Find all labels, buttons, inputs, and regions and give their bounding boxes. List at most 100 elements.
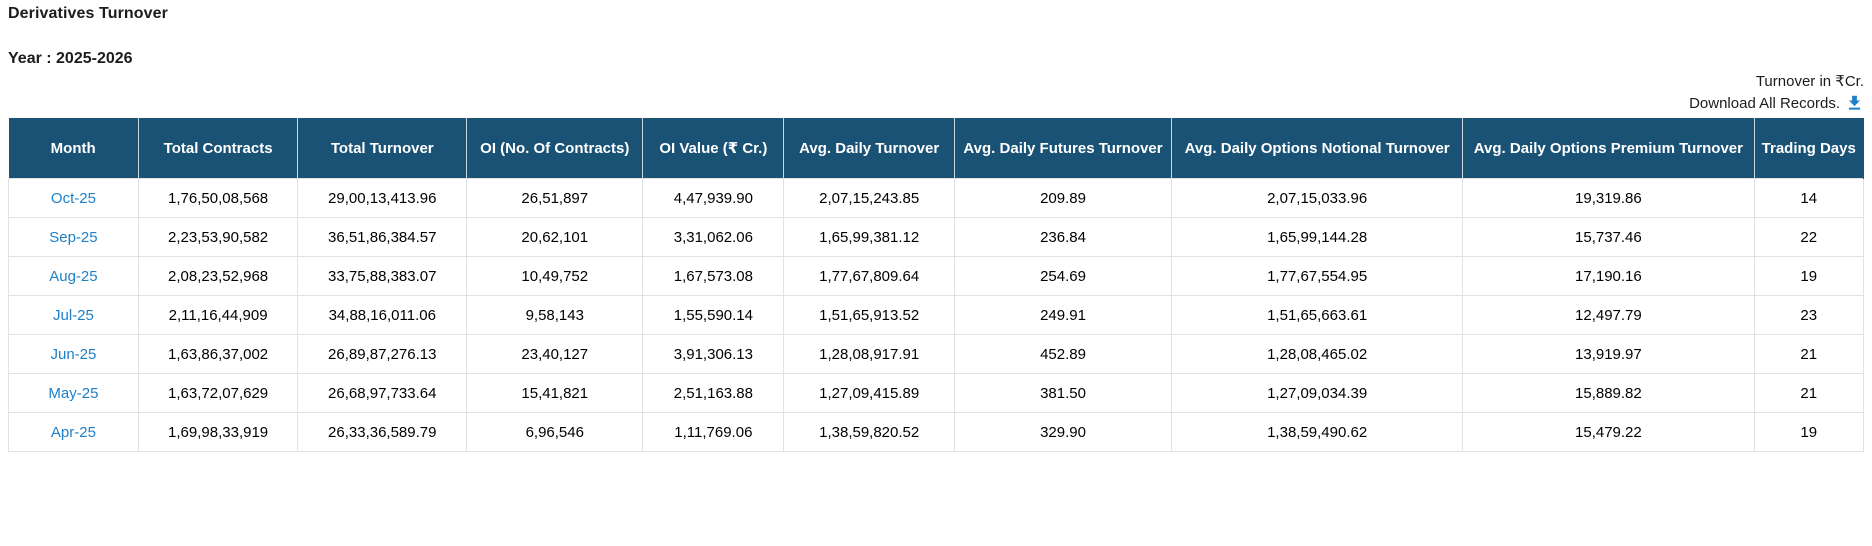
column-header-avg-daily-options-premium-turnover: Avg. Daily Options Premium Turnover [1462,118,1755,179]
table-row-jul-25: Jul-25 2,11,16,44,909 34,88,16,011.06 9,58,… [8,295,1864,335]
cell-total-turnover: 26,33,36,589.79 [297,412,468,452]
cell-total-contracts: 1,76,50,08,568 [137,178,299,218]
cell-total-turnover: 29,00,13,413.96 [297,178,468,218]
table-header: Month Total Contracts Total Turnover OI (No… [8,118,1864,179]
month-link[interactable]: Oct-25 [50,189,96,207]
cell-avg-daily-futures-turnover: 236.84 [953,217,1173,257]
cell-avg-daily-options-premium-turnover: 13,919.97 [1462,334,1755,374]
cell-total-contracts: 1,69,98,33,919 [137,412,299,452]
cell-avg-daily-turnover: 2,07,15,243.85 [783,178,955,218]
cell-avg-daily-turnover: 1,28,08,917.91 [783,334,955,374]
cell-avg-daily-options-notional-turnover: 1,38,59,490.62 [1171,412,1464,452]
cell-avg-daily-turnover: 1,65,99,381.12 [783,217,955,257]
month-link[interactable]: Jul-25 [52,306,94,324]
cell-oi-no-of-contracts: 6,96,546 [466,412,644,452]
cell-total-turnover: 34,88,16,011.06 [297,295,468,335]
right-notes: Turnover in ₹Cr. Download All Records. [8,71,1864,115]
cell-total-turnover: 33,75,88,383.07 [297,256,468,296]
download-all-records-label: Download All Records. [1689,95,1840,112]
cell-avg-daily-turnover: 1,27,09,415.89 [783,373,955,413]
cell-oi-value-cr: 4,47,939.90 [642,178,785,218]
table-header-row: Month Total Contracts Total Turnover OI (No… [8,118,1864,179]
cell-avg-daily-futures-turnover: 452.89 [953,334,1173,374]
cell-avg-daily-options-notional-turnover: 2,07,15,033.96 [1171,178,1464,218]
cell-total-contracts: 1,63,86,37,002 [137,334,299,374]
column-header-month: Month [8,118,139,179]
cell-oi-no-of-contracts: 10,49,752 [466,256,644,296]
cell-trading-days: 21 [1753,334,1864,374]
cell-avg-daily-futures-turnover: 249.91 [953,295,1173,335]
table-body: Oct-25 1,76,50,08,568 29,00,13,413.96 26,51… [8,178,1864,452]
cell-month: Jun-25 [8,334,139,374]
month-link[interactable]: Apr-25 [50,423,96,441]
cell-total-contracts: 1,63,72,07,629 [137,373,299,413]
cell-avg-daily-turnover: 1,38,59,820.52 [783,412,955,452]
cell-avg-daily-turnover: 1,77,67,809.64 [783,256,955,296]
year-label: Year : 2025-2026 [8,50,133,67]
cell-oi-value-cr: 1,55,590.14 [642,295,785,335]
cell-avg-daily-turnover: 1,51,65,913.52 [783,295,955,335]
cell-total-contracts: 2,23,53,90,582 [137,217,299,257]
cell-avg-daily-options-notional-turnover: 1,77,67,554.95 [1171,256,1464,296]
cell-avg-daily-options-notional-turnover: 1,65,99,144.28 [1171,217,1464,257]
cell-total-turnover: 36,51,86,384.57 [297,217,468,257]
cell-avg-daily-options-notional-turnover: 1,51,65,663.61 [1171,295,1464,335]
cell-avg-daily-options-premium-turnover: 15,889.82 [1462,373,1755,413]
download-icon[interactable] [1845,93,1864,112]
cell-month: May-25 [8,373,139,413]
cell-trading-days: 19 [1753,256,1864,296]
cell-oi-value-cr: 1,67,573.08 [642,256,785,296]
column-header-avg-daily-futures-turnover: Avg. Daily Futures Turnover [954,118,1173,179]
cell-avg-daily-futures-turnover: 209.89 [953,178,1173,218]
cell-trading-days: 14 [1753,178,1864,218]
table-row-oct-25: Oct-25 1,76,50,08,568 29,00,13,413.96 26,51… [8,178,1864,218]
cell-oi-no-of-contracts: 9,58,143 [466,295,644,335]
column-header-oi-no-of-contracts: OI (No. Of Contracts) [466,118,644,179]
column-header-total-turnover: Total Turnover [297,118,468,179]
cell-trading-days: 23 [1753,295,1864,335]
cell-avg-daily-options-premium-turnover: 15,479.22 [1462,412,1755,452]
month-link[interactable]: Aug-25 [49,267,98,285]
cell-total-contracts: 2,08,23,52,968 [137,256,299,296]
column-header-oi-value-cr: OI Value (₹ Cr.) [642,118,785,179]
table-row-sep-25: Sep-25 2,23,53,90,582 36,51,86,384.57 20,62… [8,217,1864,257]
column-header-total-contracts: Total Contracts [138,118,299,179]
cell-avg-daily-futures-turnover: 329.90 [953,412,1173,452]
table-row-aug-25: Aug-25 2,08,23,52,968 33,75,88,383.07 10,49… [8,256,1864,296]
column-header-avg-daily-turnover: Avg. Daily Turnover [783,118,955,179]
cell-avg-daily-futures-turnover: 254.69 [953,256,1173,296]
cell-avg-daily-futures-turnover: 381.50 [953,373,1173,413]
turnover-unit-note: Turnover in ₹Cr. [1755,73,1864,90]
cell-total-turnover: 26,68,97,733.64 [297,373,468,413]
page: Derivatives Turnover Year : 2025-2026 Tu… [8,0,1864,452]
table-row-apr-25: Apr-25 1,69,98,33,919 26,33,36,589.79 6,96,… [8,412,1864,452]
table-row-may-25: May-25 1,63,72,07,629 26,68,97,733.64 15,41… [8,373,1864,413]
cell-oi-no-of-contracts: 26,51,897 [466,178,644,218]
download-all-records-link[interactable]: Download All Records. [8,93,1864,115]
cell-total-turnover: 26,89,87,276.13 [297,334,468,374]
table-row-jun-25: Jun-25 1,63,86,37,002 26,89,87,276.13 23,40… [8,334,1864,374]
month-link[interactable]: May-25 [48,384,99,402]
cell-oi-value-cr: 3,31,062.06 [642,217,785,257]
cell-oi-no-of-contracts: 23,40,127 [466,334,644,374]
cell-trading-days: 19 [1753,412,1864,452]
month-link[interactable]: Jun-25 [50,345,97,363]
cell-month: Oct-25 [8,178,139,218]
column-header-avg-daily-options-notional-turnover: Avg. Daily Options Notional Turnover [1171,118,1464,179]
month-link[interactable]: Sep-25 [49,228,98,246]
cell-avg-daily-options-notional-turnover: 1,28,08,465.02 [1171,334,1464,374]
cell-avg-daily-options-premium-turnover: 19,319.86 [1462,178,1755,218]
cell-oi-no-of-contracts: 20,62,101 [466,217,644,257]
cell-oi-value-cr: 2,51,163.88 [642,373,785,413]
cell-avg-daily-options-notional-turnover: 1,27,09,034.39 [1171,373,1464,413]
cell-oi-no-of-contracts: 15,41,821 [466,373,644,413]
cell-month: Sep-25 [8,217,139,257]
cell-oi-value-cr: 3,91,306.13 [642,334,785,374]
cell-trading-days: 22 [1753,217,1864,257]
cell-month: Aug-25 [8,256,139,296]
derivatives-turnover-table: Month Total Contracts Total Turnover OI (No… [8,118,1864,452]
page-title: Derivatives Turnover [8,5,168,22]
cell-total-contracts: 2,11,16,44,909 [137,295,299,335]
cell-avg-daily-options-premium-turnover: 15,737.46 [1462,217,1755,257]
column-header-trading-days: Trading Days [1754,118,1864,179]
